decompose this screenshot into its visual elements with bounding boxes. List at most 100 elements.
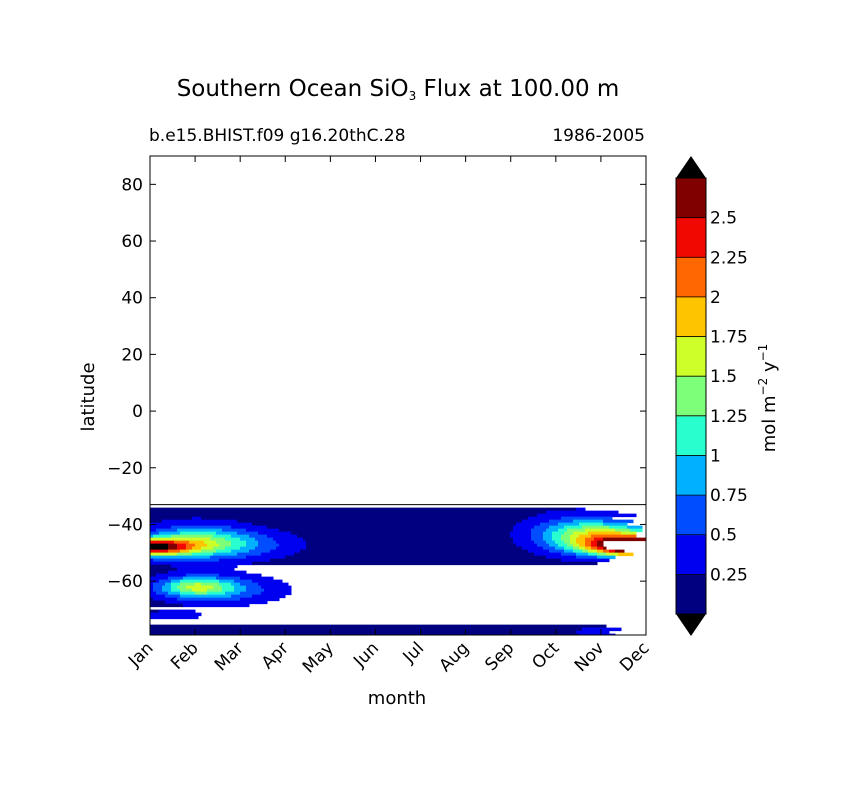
contour-cell [183,603,250,608]
contour-cell [150,552,178,557]
contour-cell [546,555,577,560]
contour-cell [558,522,580,527]
colorbar-bin [676,495,706,536]
contour-cell [606,552,619,557]
contour-cell [546,528,559,533]
contour-cell [255,546,277,551]
contour-cell [573,546,580,551]
contour-cell [156,591,169,596]
contour-cell [570,534,580,539]
contour-cell [231,549,250,554]
x-tick-label: Aug [436,638,474,676]
contour-cell [252,522,517,527]
contour-cell [543,531,553,536]
contour-cell [534,525,550,530]
x-tick-label: May [299,638,338,677]
contour-cell [171,525,232,530]
contour-cell [591,540,598,545]
case-name: b.e15.BHIST.f09 g16.20thC.28 [149,126,406,146]
contour-cell [615,528,631,533]
contour-cell [201,516,529,521]
contour-cell [597,552,607,557]
contour-cell [234,585,247,590]
contour-cell [246,528,280,533]
contour-cell [162,588,172,593]
contour-cell [552,537,562,542]
contour-cell [231,594,253,599]
y-tick-label: 60 [121,232,143,252]
contour-cell [552,534,562,539]
contour-cell [168,546,178,551]
contour-cell [159,531,181,536]
contour-cell [249,534,268,539]
contour-cell [150,576,169,581]
y-tick-label: −60 [107,572,143,592]
contour-cell [177,546,187,551]
contour-cell [591,543,598,548]
contour-cell [177,567,235,572]
contour-cell [231,582,241,587]
contour-cell [171,534,214,539]
contour-cell [267,525,514,530]
x-tick-label: Sep [481,638,518,675]
colorbar-bin [676,217,706,258]
contour-cell [543,546,556,551]
contour-cell [603,546,607,551]
contour-cell [213,585,223,590]
contour-cell [234,588,247,593]
contour-cell [150,540,175,545]
contour-cell [231,543,247,548]
contour-cell [171,588,181,593]
colorbar-tick-label: 0.5 [710,526,737,546]
contour-cell [171,579,181,584]
contour-cell [240,582,259,587]
contour-cell [573,519,604,524]
contour-cell [513,528,532,533]
contour-cell [150,546,169,551]
contour-cell [162,519,238,524]
contour-cell [630,528,643,533]
contour-cell [222,588,235,593]
contour-cell [246,585,262,590]
colorbar-bin [676,257,706,298]
colorbar-bin [676,534,706,575]
contour-cell [558,528,568,533]
contour-cell [294,552,535,557]
x-tick-label: Oct [528,638,563,673]
contour-cell [216,549,232,554]
contour-cell [210,555,247,560]
contour-cell [195,582,202,587]
contour-cell [582,549,589,554]
contour-cell [156,573,187,578]
contour-cell [237,519,523,524]
contour-cell [306,546,523,551]
contour-cell [249,549,271,554]
colorbar-bin [676,376,706,417]
contour-cell [153,558,220,563]
contour-cell [258,582,289,587]
cbar-label-y: y [759,361,780,378]
contour-cell [576,537,586,542]
year-range: 1986-2005 [552,126,645,146]
x-tick-label: Dec [616,638,653,675]
contour-cell [537,513,637,518]
contour-cell [555,546,565,551]
contour-cell [231,534,250,539]
contour-cell [576,630,610,635]
contour-cell [561,537,571,542]
contour-cell [192,588,208,593]
colorbar-over-triangle [676,156,706,178]
contour-cell [303,537,514,542]
colorbar-bin [676,296,706,338]
contour-cell [150,567,178,572]
contour-cell [585,543,592,548]
contour-cell [207,591,226,596]
contour-cell [234,579,253,584]
contour-cell [150,513,538,518]
cbar-label-exp1: −2 [756,378,770,396]
x-tick-label: Jul [399,638,428,667]
contour-cell [150,600,166,605]
contour-cell [585,540,592,545]
contour-cell [150,615,199,620]
contour-cell [516,522,541,527]
